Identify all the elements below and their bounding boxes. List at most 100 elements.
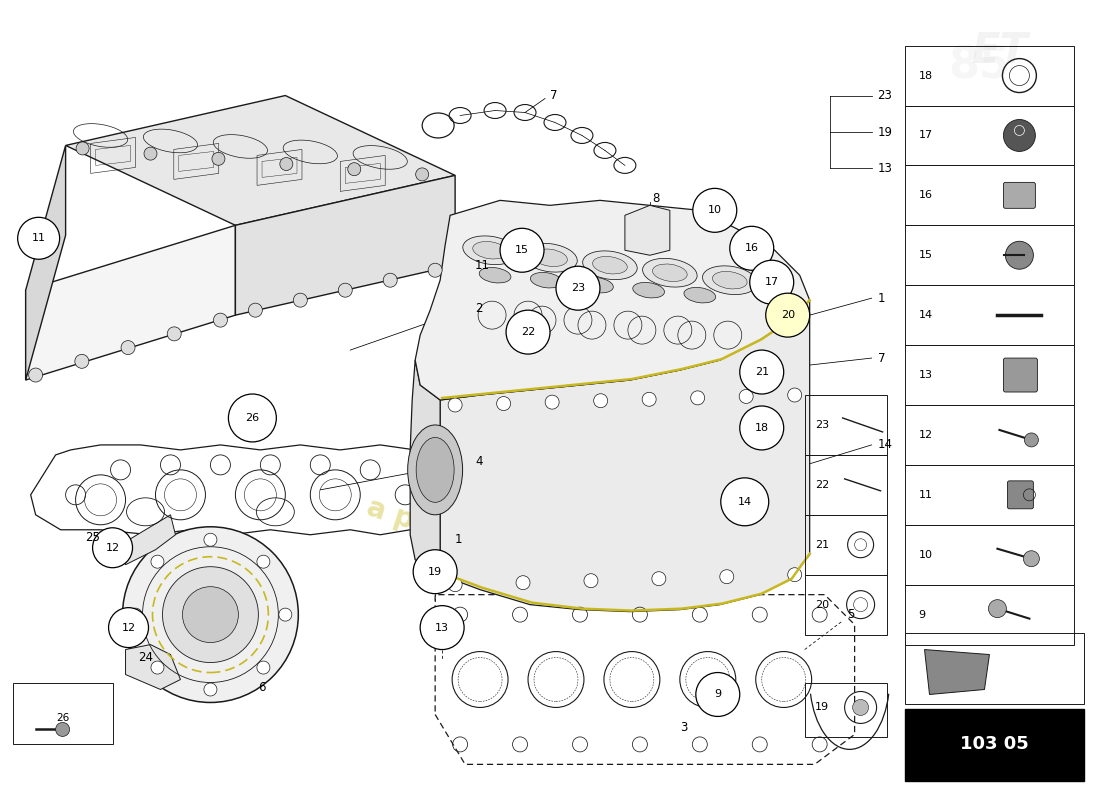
Polygon shape	[625, 206, 670, 255]
Circle shape	[696, 673, 740, 717]
Text: 22: 22	[521, 327, 536, 337]
Polygon shape	[121, 515, 176, 565]
Text: 23: 23	[815, 420, 828, 430]
Circle shape	[348, 162, 361, 176]
Circle shape	[416, 168, 429, 181]
Ellipse shape	[713, 271, 747, 289]
Circle shape	[92, 528, 132, 568]
Circle shape	[167, 327, 182, 341]
Circle shape	[788, 568, 802, 582]
Circle shape	[989, 600, 1006, 618]
Text: 3: 3	[680, 721, 688, 734]
Circle shape	[257, 555, 270, 568]
Circle shape	[750, 260, 794, 304]
FancyBboxPatch shape	[1003, 358, 1037, 392]
Text: 11: 11	[918, 490, 933, 500]
Text: 15: 15	[515, 246, 529, 255]
Ellipse shape	[522, 243, 578, 272]
Circle shape	[414, 550, 458, 594]
Circle shape	[144, 147, 157, 160]
Ellipse shape	[684, 287, 716, 303]
Circle shape	[584, 574, 598, 588]
Circle shape	[506, 310, 550, 354]
Text: 21: 21	[755, 367, 769, 377]
Circle shape	[428, 263, 442, 278]
Ellipse shape	[632, 282, 664, 298]
Circle shape	[556, 266, 600, 310]
Circle shape	[109, 608, 148, 647]
Circle shape	[766, 293, 810, 337]
Polygon shape	[25, 226, 235, 380]
Text: 11: 11	[32, 234, 45, 243]
Text: 18: 18	[755, 423, 769, 433]
Circle shape	[546, 395, 559, 409]
Text: 18: 18	[918, 70, 933, 81]
Ellipse shape	[480, 267, 510, 283]
Circle shape	[740, 406, 783, 450]
Text: 8: 8	[652, 192, 659, 205]
Ellipse shape	[473, 242, 507, 259]
Circle shape	[1005, 242, 1033, 270]
Circle shape	[496, 397, 510, 410]
Text: 23: 23	[878, 89, 892, 102]
Text: 10: 10	[707, 206, 722, 215]
Circle shape	[788, 388, 802, 402]
Polygon shape	[924, 650, 989, 694]
Ellipse shape	[408, 425, 463, 515]
Text: a passion for cars: a passion for cars	[363, 494, 637, 606]
Text: 21: 21	[815, 540, 828, 550]
Text: 16: 16	[745, 243, 759, 254]
Circle shape	[339, 283, 352, 297]
Circle shape	[56, 722, 69, 737]
Polygon shape	[66, 95, 455, 226]
Text: 7: 7	[550, 89, 558, 102]
Circle shape	[183, 586, 239, 642]
Text: 4: 4	[475, 455, 483, 468]
Circle shape	[204, 683, 217, 696]
Text: 85: 85	[948, 44, 1011, 87]
Circle shape	[448, 578, 462, 592]
Circle shape	[249, 303, 263, 317]
Circle shape	[29, 368, 43, 382]
FancyBboxPatch shape	[1008, 481, 1033, 509]
Text: 9: 9	[918, 610, 926, 620]
Text: 12: 12	[918, 430, 933, 440]
Text: 26: 26	[245, 413, 260, 423]
Circle shape	[729, 226, 773, 270]
FancyBboxPatch shape	[1003, 182, 1035, 208]
Text: 7: 7	[878, 351, 886, 365]
Polygon shape	[415, 200, 810, 400]
Circle shape	[652, 572, 666, 586]
Text: 13: 13	[878, 162, 892, 175]
Circle shape	[1003, 119, 1035, 151]
Circle shape	[212, 152, 224, 166]
Text: 23: 23	[571, 283, 585, 293]
Text: 15: 15	[918, 250, 933, 260]
Text: 2: 2	[475, 302, 483, 314]
Text: 24: 24	[139, 651, 154, 664]
Ellipse shape	[652, 264, 688, 282]
Text: 19: 19	[815, 702, 828, 713]
Circle shape	[257, 661, 270, 674]
Circle shape	[739, 390, 754, 403]
Text: 12: 12	[121, 622, 135, 633]
Text: 11: 11	[475, 258, 491, 272]
Circle shape	[719, 570, 734, 584]
Circle shape	[642, 392, 657, 406]
Text: 14: 14	[738, 497, 751, 507]
Text: ET: ET	[971, 30, 1027, 72]
Text: 20: 20	[815, 600, 828, 610]
Text: 16: 16	[918, 190, 933, 200]
Text: 14: 14	[878, 438, 892, 451]
Polygon shape	[410, 360, 440, 574]
Ellipse shape	[583, 251, 637, 279]
Circle shape	[18, 218, 59, 259]
Text: 17: 17	[918, 130, 933, 141]
Circle shape	[151, 661, 164, 674]
Polygon shape	[235, 175, 455, 315]
Circle shape	[693, 188, 737, 232]
Circle shape	[516, 576, 530, 590]
Polygon shape	[440, 300, 810, 612]
Text: 19: 19	[428, 566, 442, 577]
Text: 9: 9	[714, 690, 722, 699]
